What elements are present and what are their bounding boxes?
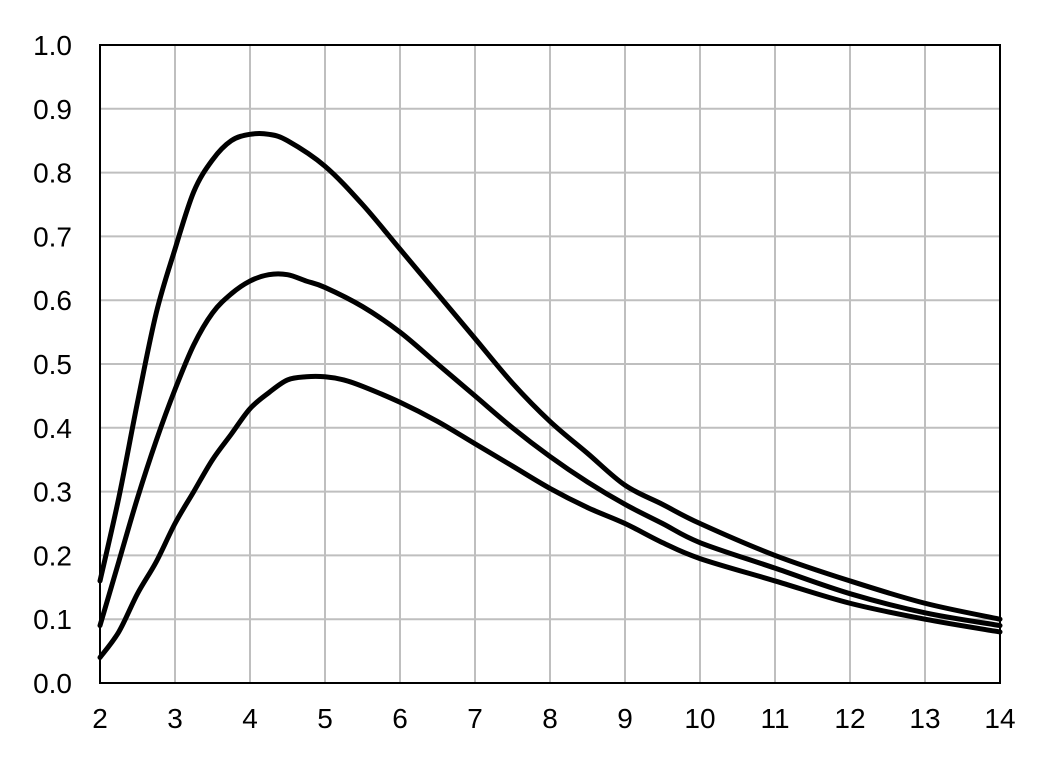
series-layer [97, 131, 1003, 660]
y-tick-label: 0.5 [33, 349, 72, 380]
x-tick-label: 7 [467, 703, 483, 734]
x-tick-label: 6 [392, 703, 408, 734]
y-tick-label: 0.7 [33, 221, 72, 252]
x-tick-label: 14 [984, 703, 1015, 734]
y-tick-label: 0.1 [33, 604, 72, 635]
x-tick-label: 4 [242, 703, 258, 734]
series-line-2 [97, 271, 1003, 629]
x-tick-label: 10 [684, 703, 715, 734]
x-tick-label: 8 [542, 703, 558, 734]
x-tick-label: 11 [760, 703, 789, 734]
x-tick-label: 9 [617, 703, 633, 734]
y-tick-label: 0.0 [33, 668, 72, 699]
y-tick-label: 0.3 [33, 477, 72, 508]
y-axis-tick-labels: 0.0 0.1 0.2 0.3 0.4 0.5 0.6 0.7 0.8 0.9 1.0 [33, 30, 72, 699]
series-line-3 [97, 373, 1003, 660]
x-tick-label: 2 [92, 703, 108, 734]
y-tick-label: 0.8 [33, 158, 72, 189]
x-axis-tick-labels: 2 3 4 5 6 7 8 9 10 11 12 13 14 [92, 703, 1015, 734]
x-tick-label: 12 [834, 703, 865, 734]
y-tick-label: 1.0 [33, 30, 72, 61]
x-tick-label: 13 [909, 703, 940, 734]
x-tick-label: 3 [167, 703, 183, 734]
series-line-1 [97, 131, 1003, 622]
y-tick-label: 0.6 [33, 285, 72, 316]
plot-area-frame [99, 44, 1001, 684]
y-tick-label: 0.2 [33, 540, 72, 571]
x-tick-label: 5 [317, 703, 333, 734]
y-tick-label: 0.4 [33, 413, 72, 444]
y-tick-label: 0.9 [33, 94, 72, 125]
